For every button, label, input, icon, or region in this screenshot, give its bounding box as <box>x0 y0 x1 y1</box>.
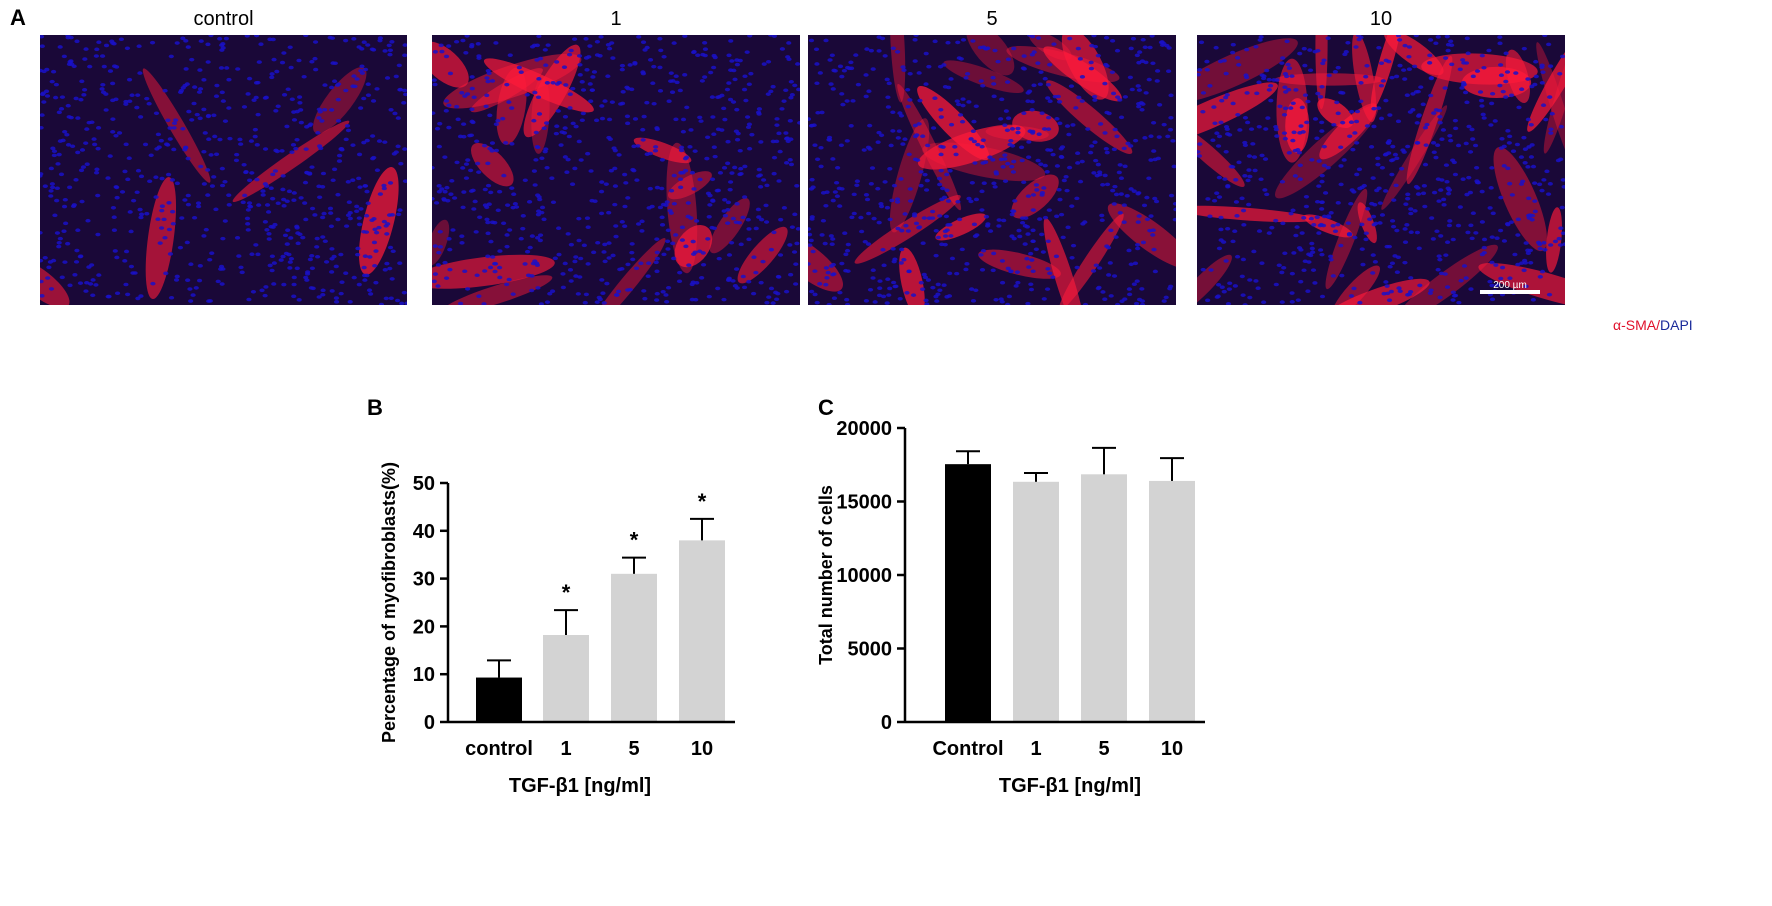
x-axis-label: TGF-β1 [ng/ml] <box>509 775 651 797</box>
bar-5 <box>611 573 657 722</box>
y-axis-label: Total number of cells <box>816 485 836 665</box>
significance-marker: * <box>630 528 639 553</box>
y-tick-label: 40 <box>413 521 435 543</box>
x-tick-label: 10 <box>1161 738 1183 760</box>
bar-Control <box>945 464 991 722</box>
micrograph-control <box>40 35 407 305</box>
y-tick-label: 20000 <box>836 418 892 440</box>
x-axis-label: TGF-β1 [ng/ml] <box>999 775 1141 797</box>
panel-a-label: A <box>10 5 26 30</box>
y-tick-label: 10000 <box>836 565 892 587</box>
y-tick-label: 10 <box>413 664 435 686</box>
x-tick-label: 1 <box>560 738 571 760</box>
micrograph-5 <box>808 35 1176 305</box>
y-tick-label: 15000 <box>836 492 892 514</box>
bar-1 <box>1013 481 1059 722</box>
micrograph-10 <box>1197 35 1565 305</box>
panel-label: C <box>818 395 834 420</box>
y-tick-label: 5000 <box>848 639 893 661</box>
x-tick-label: 1 <box>1030 738 1041 760</box>
micrograph-1 <box>432 35 800 305</box>
legend-dapi: DAPI <box>1660 317 1693 333</box>
micrograph-title: 5 <box>986 8 997 30</box>
y-tick-label: 30 <box>413 569 435 591</box>
x-tick-label: Control <box>932 738 1003 760</box>
y-tick-label: 0 <box>881 712 892 734</box>
micrograph-title: 10 <box>1370 8 1392 30</box>
bar-control <box>476 677 522 722</box>
y-tick-label: 20 <box>413 616 435 638</box>
x-tick-label: 5 <box>628 738 639 760</box>
legend-alpha-sma: α-SMA/ <box>1613 317 1660 333</box>
significance-marker: * <box>562 580 571 605</box>
x-tick-label: 10 <box>691 738 713 760</box>
x-tick-label: control <box>465 738 533 760</box>
x-tick-label: 5 <box>1098 738 1109 760</box>
y-tick-label: 50 <box>413 473 435 495</box>
scale-bar-label: 200 µm <box>1493 280 1527 291</box>
panel-label: B <box>367 395 383 420</box>
significance-marker: * <box>698 489 707 514</box>
bar-10 <box>1149 480 1195 722</box>
bar-5 <box>1081 474 1127 722</box>
y-axis-label: Percentage of myofibroblasts(%) <box>379 462 399 743</box>
bar-10 <box>679 540 725 722</box>
micrograph-title: 1 <box>610 8 621 30</box>
y-tick-label: 0 <box>424 712 435 734</box>
bar-1 <box>543 635 589 722</box>
chart-c: C Control 1 5 10 0 5000 10000 15000 20000 TGF-β1 [… <box>816 395 1205 797</box>
micrograph-title: control <box>193 8 253 30</box>
